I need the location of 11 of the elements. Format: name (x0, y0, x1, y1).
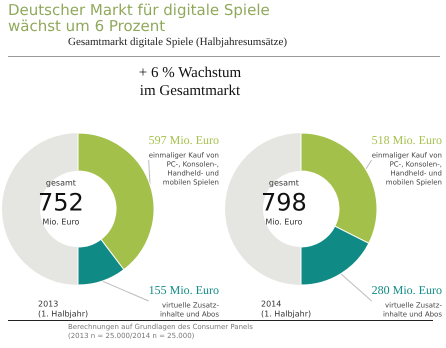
data-label: 280 Mio. Euro (372, 283, 442, 297)
text: gesamt 798 Mio. Euro (261, 178, 307, 226)
chart-title: Deutscher Markt für digitale Spiele wächst um 6 Prozent (8, 1, 270, 35)
data-label: 155 Mio. Euro (148, 283, 219, 297)
data-label: 518 Mio. Euro (372, 133, 442, 147)
chart-subtitle: Gesamtmarkt digitale Spiele (Halbjahresumsätze) (68, 36, 288, 48)
text: gesamt 752 Mio. Euro (38, 178, 84, 226)
text: 2013 (1. Halbjahr) (38, 300, 88, 318)
data-label: 597 Mio. Euro (148, 133, 219, 147)
text: + 6 % Wachstum im Gesamtmarkt (138, 64, 242, 100)
text: 2014 (1. Halbjahr) (261, 300, 312, 318)
